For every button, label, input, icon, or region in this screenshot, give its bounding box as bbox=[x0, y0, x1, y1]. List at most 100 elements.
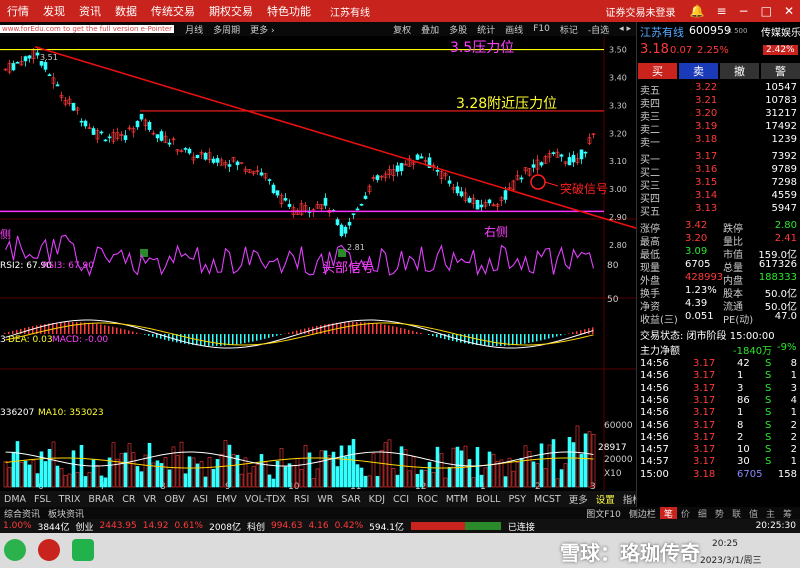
bid-row[interactable]: 买四 3.14 4559 bbox=[637, 190, 800, 205]
ind-tab-more[interactable]: 更多 bbox=[568, 495, 588, 506]
maximize-icon[interactable]: □ bbox=[760, 4, 772, 18]
ask-row[interactable]: 卖二 3.19 17492 bbox=[637, 121, 800, 136]
ind-tab-dma[interactable]: DMA bbox=[4, 493, 27, 505]
taskbar-time: 20:25 bbox=[712, 539, 738, 549]
ask-row[interactable]: 卖五 3.22 10547 bbox=[637, 82, 800, 97]
connection-status[interactable]: 已连接 bbox=[507, 522, 535, 533]
tab-sidebar[interactable]: 侧边栏 bbox=[628, 509, 656, 520]
bid-row[interactable]: 买二 3.16 9789 bbox=[637, 164, 800, 179]
sell-button[interactable]: 卖 bbox=[679, 63, 718, 79]
ind-tab-fsl[interactable]: FSL bbox=[34, 493, 51, 505]
ind-tab-obv[interactable]: OBV bbox=[164, 493, 185, 505]
tool-nav-arrows[interactable]: ◂ ▸ bbox=[619, 24, 631, 34]
side-tab[interactable]: 主 bbox=[765, 509, 775, 520]
tab-f10[interactable]: 图文F10 bbox=[586, 509, 621, 520]
login-status[interactable]: 证券交易未登录 bbox=[605, 7, 676, 19]
menu-item-features[interactable]: 特色功能 bbox=[267, 5, 311, 18]
side-tab[interactable]: 细 bbox=[697, 509, 707, 520]
alert-button[interactable]: 警 bbox=[761, 63, 800, 79]
stat-label-left: 换手 bbox=[640, 289, 660, 300]
side-tab[interactable]: 价 bbox=[680, 509, 690, 520]
ind-tab-vol-tdx[interactable]: VOL-TDX bbox=[244, 493, 286, 505]
ind-tab-sar[interactable]: SAR bbox=[341, 493, 361, 505]
stat-value-right: 47.0 bbox=[774, 311, 797, 322]
buy-button[interactable]: 买 bbox=[638, 63, 677, 79]
menu-item-options[interactable]: 期权交易 bbox=[209, 5, 253, 18]
tool-draw[interactable]: 画线 bbox=[505, 25, 524, 36]
event-marker-green-2[interactable] bbox=[338, 249, 346, 257]
ind-tab-roc[interactable]: ROC bbox=[417, 493, 438, 505]
candle-body bbox=[283, 198, 288, 201]
macd-bar bbox=[508, 334, 510, 346]
ind-tab-indicator-b[interactable]: 指标B bbox=[619, 492, 653, 506]
ind-tab-brar[interactable]: BRAR bbox=[88, 493, 115, 505]
bid-row[interactable]: 买五 3.13 5947 bbox=[637, 203, 800, 218]
tick-count: 3 bbox=[790, 382, 797, 394]
ind-tab-vr[interactable]: VR bbox=[143, 493, 157, 505]
more-menu[interactable]: 更多 › bbox=[250, 25, 275, 36]
bid-row[interactable]: 买三 3.15 7298 bbox=[637, 177, 800, 192]
bid-row[interactable]: 买一 3.17 7392 bbox=[637, 151, 800, 166]
volume-bar bbox=[531, 461, 536, 488]
wechat-icon[interactable] bbox=[4, 539, 26, 561]
sector-name[interactable]: 传媒娱乐 bbox=[761, 28, 800, 39]
kline-chart[interactable]: 3.5压力位 3.28附近压力位 突破信号 右侧 头部信号 侧 3.51 2.8… bbox=[0, 36, 636, 491]
tool-watchlist[interactable]: -自选 bbox=[587, 25, 610, 36]
ind-tab-boll[interactable]: BOLL bbox=[476, 493, 501, 505]
macd-bar bbox=[192, 334, 194, 345]
tab-composite-news[interactable]: 综合资讯 bbox=[4, 509, 41, 520]
volume-bar bbox=[371, 453, 376, 488]
macd-bar bbox=[108, 325, 110, 334]
menu-item-news[interactable]: 资讯 bbox=[79, 5, 101, 18]
side-tab[interactable]: 筹 bbox=[782, 509, 792, 520]
app-icon-red[interactable] bbox=[38, 539, 60, 561]
multi-period[interactable]: 多周期 bbox=[213, 25, 241, 36]
menu-item-discover[interactable]: 发现 bbox=[43, 5, 65, 18]
side-tab[interactable]: 值 bbox=[748, 509, 758, 520]
period-monthly[interactable]: 月线 bbox=[185, 25, 204, 36]
menu-icon[interactable]: ≡ bbox=[716, 4, 727, 18]
cancel-order-button[interactable]: 撤 bbox=[720, 63, 759, 79]
candle-body bbox=[151, 132, 156, 135]
ind-tab-emv[interactable]: EMV bbox=[216, 493, 237, 505]
side-tab[interactable]: 势 bbox=[714, 509, 724, 520]
ma10-label: MA10: 353023 bbox=[38, 408, 104, 418]
tick-time: 14:56 bbox=[640, 419, 669, 431]
volume-bar bbox=[231, 454, 236, 488]
tool-overlay[interactable]: 叠加 bbox=[421, 25, 440, 36]
ind-tab-cci[interactable]: CCI bbox=[393, 493, 410, 505]
ask-volume: 1239 bbox=[771, 134, 797, 145]
side-tab[interactable]: 笔 bbox=[659, 506, 677, 520]
menu-item-trade[interactable]: 传统交易 bbox=[151, 5, 195, 18]
tool-stats[interactable]: 统计 bbox=[477, 25, 496, 36]
tool-f10[interactable]: F10 bbox=[533, 24, 550, 34]
tool-mark[interactable]: 标记 bbox=[559, 25, 578, 36]
tool-adjust[interactable]: 复权 bbox=[393, 25, 412, 36]
ind-tab-mcst[interactable]: MCST bbox=[534, 493, 561, 505]
candle-body bbox=[71, 102, 76, 111]
tool-multi-stock[interactable]: 多股 bbox=[449, 25, 468, 36]
iqiyi-icon[interactable] bbox=[72, 539, 94, 561]
ind-tab-asi[interactable]: ASI bbox=[192, 493, 209, 505]
ask-row[interactable]: 卖四 3.21 10783 bbox=[637, 95, 800, 110]
ind-tab-trix[interactable]: TRIX bbox=[58, 493, 81, 505]
candle-body bbox=[567, 157, 572, 166]
bell-icon[interactable]: 🔔 bbox=[689, 4, 705, 18]
ind-tab-kdj[interactable]: KDJ bbox=[368, 493, 386, 505]
close-icon[interactable]: ✕ bbox=[783, 4, 794, 18]
ind-tab-wr[interactable]: WR bbox=[317, 493, 334, 505]
side-tab[interactable]: 联 bbox=[731, 509, 741, 520]
ind-tab-cr[interactable]: CR bbox=[122, 493, 136, 505]
ind-tab-rsi[interactable]: RSI bbox=[293, 493, 310, 505]
tab-sector-news[interactable]: 板块资讯 bbox=[48, 509, 85, 520]
ask-row[interactable]: 卖一 3.18 1239 bbox=[637, 134, 800, 149]
ask-row[interactable]: 卖三 3.20 31217 bbox=[637, 108, 800, 123]
ind-tab-psy[interactable]: PSY bbox=[508, 493, 527, 505]
ind-tab-mtm[interactable]: MTM bbox=[445, 493, 469, 505]
minimize-icon[interactable]: − bbox=[738, 4, 749, 18]
menu-item-market[interactable]: 行情 bbox=[7, 5, 29, 18]
watermark-link[interactable]: www.forEdu.com to get the full version e… bbox=[0, 25, 175, 33]
menu-item-data[interactable]: 数据 bbox=[115, 5, 137, 18]
ind-tab-settings[interactable]: 设置 bbox=[595, 495, 615, 506]
event-marker-green[interactable] bbox=[140, 249, 148, 257]
